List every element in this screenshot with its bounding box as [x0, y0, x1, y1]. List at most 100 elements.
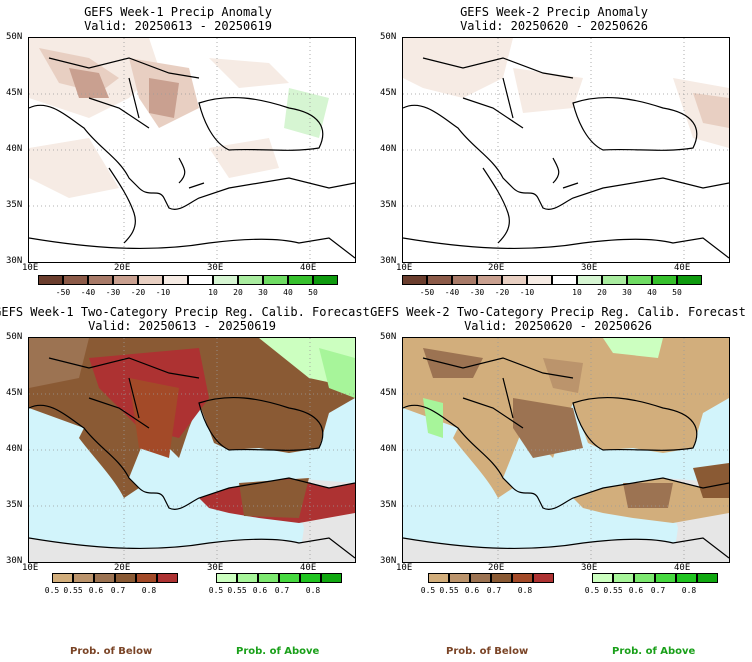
lat-tick: 40N [6, 444, 23, 454]
colorbar-label: 0.55 [63, 586, 83, 595]
prob-below-label: Prob. of Below [446, 646, 529, 657]
colorbar-label: 0.5 [44, 586, 60, 595]
colorbar-label: 30 [258, 288, 268, 297]
colorbar-label: -10 [519, 288, 535, 297]
colorbar-label: 0.55 [439, 586, 459, 595]
colorbar-label: 0.55 [227, 586, 247, 595]
lat-tick: 50N [380, 32, 397, 42]
lat-tick: 45N [6, 388, 23, 398]
lat-tick: 45N [380, 388, 397, 398]
lon-tick: 10E [396, 563, 413, 573]
map-graphic [29, 38, 355, 262]
panel-valid-dates: Valid: 20250620 - 20250626 [464, 319, 652, 333]
panel-week2-two-category: GEFS Week-2 Two-Category Precip Reg. Cal… [370, 300, 752, 600]
colorbar-label: -40 [80, 288, 96, 297]
lon-tick: 30E [581, 263, 598, 273]
lon-tick: 30E [207, 263, 224, 273]
colorbar-label: 10 [572, 288, 582, 297]
colorbar-label: -30 [469, 288, 485, 297]
map-graphic [403, 38, 729, 262]
prob-above-label: Prob. of Above [612, 646, 696, 657]
colorbar-label: 0.7 [650, 586, 666, 595]
lat-tick: 45N [380, 88, 397, 98]
lat-tick: 30N [6, 256, 23, 266]
panel-week1-anomaly: GEFS Week-1 Precip Anomaly Valid: 202506… [0, 0, 376, 300]
colorbar-label: 20 [597, 288, 607, 297]
lat-tick: 30N [380, 556, 397, 566]
colorbar-label: 0.5 [584, 586, 600, 595]
lat-tick: 50N [6, 332, 23, 342]
colorbar-label: 0.8 [517, 586, 533, 595]
lat-tick: 30N [6, 556, 23, 566]
panel-title: GEFS Week-1 Two-Category Precip Reg. Cal… [0, 305, 370, 319]
lat-tick: 35N [380, 200, 397, 210]
colorbar-label: 0.6 [628, 586, 644, 595]
lat-tick: 50N [380, 332, 397, 342]
lon-tick: 40E [300, 263, 317, 273]
panel-week1-two-category: GEFS Week-1 Two-Category Precip Reg. Cal… [0, 300, 376, 600]
lon-tick: 30E [581, 563, 598, 573]
colorbar-label: 0.7 [274, 586, 290, 595]
lon-tick: 10E [22, 263, 39, 273]
lat-tick: 35N [380, 500, 397, 510]
panel-valid-dates: Valid: 20250613 - 20250619 [88, 319, 276, 333]
colorbar-label: -50 [55, 288, 71, 297]
panel-valid-dates: Valid: 20250620 - 20250626 [460, 19, 648, 33]
lat-tick: 30N [380, 256, 397, 266]
lon-tick: 40E [300, 563, 317, 573]
lon-tick: 10E [396, 263, 413, 273]
colorbar-label: 0.55 [603, 586, 623, 595]
lon-tick: 20E [114, 263, 131, 273]
lon-tick: 20E [488, 263, 505, 273]
colorbar-label: 40 [283, 288, 293, 297]
colorbar-label: 20 [233, 288, 243, 297]
colorbar-label: 0.5 [208, 586, 224, 595]
lat-tick: 45N [6, 88, 23, 98]
colorbar-label: 30 [622, 288, 632, 297]
prob-below-colorbar: 0.5 0.55 0.6 0.7 0.8 [421, 573, 554, 597]
colorbar-label: 0.6 [464, 586, 480, 595]
colorbar-label: -10 [155, 288, 171, 297]
anomaly-map [28, 37, 356, 263]
colorbar-label: 0.7 [110, 586, 126, 595]
colorbar-label: 10 [208, 288, 218, 297]
colorbar-label: 40 [647, 288, 657, 297]
colorbar-label: 0.5 [420, 586, 436, 595]
lon-tick: 30E [207, 563, 224, 573]
map-graphic [29, 338, 355, 562]
lat-tick: 40N [380, 144, 397, 154]
colorbar-label: -20 [130, 288, 146, 297]
colorbar-label: 50 [672, 288, 682, 297]
colorbar-label: -30 [105, 288, 121, 297]
anomaly-colorbar: -50 -40 -30 -20 -10 10 20 30 40 50 [38, 275, 338, 299]
colorbar-label: 0.7 [486, 586, 502, 595]
lat-tick: 50N [6, 32, 23, 42]
map-graphic [403, 338, 729, 562]
colorbar-label: 0.8 [305, 586, 321, 595]
lat-tick: 35N [6, 500, 23, 510]
colorbar-label: -20 [494, 288, 510, 297]
panel-title: GEFS Week-2 Two-Category Precip Reg. Cal… [370, 305, 746, 319]
lon-tick: 20E [114, 563, 131, 573]
lon-tick: 10E [22, 563, 39, 573]
probability-map [402, 337, 730, 563]
panel-title: GEFS Week-2 Precip Anomaly [460, 5, 648, 19]
colorbar-label: 0.8 [681, 586, 697, 595]
anomaly-map [402, 37, 730, 263]
lat-tick: 35N [6, 200, 23, 210]
prob-above-colorbar: 0.5 0.55 0.6 0.7 0.8 [209, 573, 342, 597]
prob-below-label: Prob. of Below [70, 646, 153, 657]
anomaly-colorbar: -50 -40 -30 -20 -10 10 20 30 40 50 [402, 275, 702, 299]
lon-tick: 20E [488, 563, 505, 573]
colorbar-label: 0.6 [252, 586, 268, 595]
prob-above-colorbar: 0.5 0.55 0.6 0.7 0.8 [585, 573, 718, 597]
colorbar-label: 0.6 [88, 586, 104, 595]
colorbar-label: -40 [444, 288, 460, 297]
colorbar-label: -50 [419, 288, 435, 297]
lon-tick: 40E [674, 563, 691, 573]
lon-tick: 40E [674, 263, 691, 273]
panel-title: GEFS Week-1 Precip Anomaly [84, 5, 272, 19]
panel-valid-dates: Valid: 20250613 - 20250619 [84, 19, 272, 33]
prob-above-label: Prob. of Above [236, 646, 320, 657]
prob-below-colorbar: 0.5 0.55 0.6 0.7 0.8 [45, 573, 178, 597]
